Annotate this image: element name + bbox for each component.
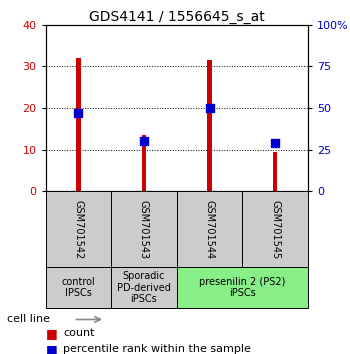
Text: cell line: cell line [7,314,50,325]
Bar [207,60,212,191]
Text: GSM701545: GSM701545 [270,200,280,259]
Text: presenilin 2 (PS2)
iPSCs: presenilin 2 (PS2) iPSCs [199,277,286,298]
Bar [177,191,242,267]
Bar [76,58,80,191]
Bar [142,135,146,191]
Bar [273,152,278,191]
Bar [177,267,308,308]
Text: count: count [63,328,94,338]
Point [76,110,81,116]
Bar [46,267,111,308]
Bar [242,191,308,267]
Text: Sporadic
PD-derived
iPSCs: Sporadic PD-derived iPSCs [117,271,171,304]
Point [207,105,212,111]
Bar [111,267,177,308]
Bar [111,191,177,267]
Text: percentile rank within the sample: percentile rank within the sample [63,344,251,354]
Text: control
IPSCs: control IPSCs [62,277,95,298]
Title: GDS4141 / 1556645_s_at: GDS4141 / 1556645_s_at [89,10,265,24]
Point [272,140,278,146]
Point [141,138,147,144]
Text: ■: ■ [46,327,57,340]
Text: GSM701544: GSM701544 [204,200,215,259]
Text: GSM701543: GSM701543 [139,200,149,259]
Text: GSM701542: GSM701542 [73,200,83,259]
Text: ■: ■ [46,343,57,354]
Bar [46,191,111,267]
